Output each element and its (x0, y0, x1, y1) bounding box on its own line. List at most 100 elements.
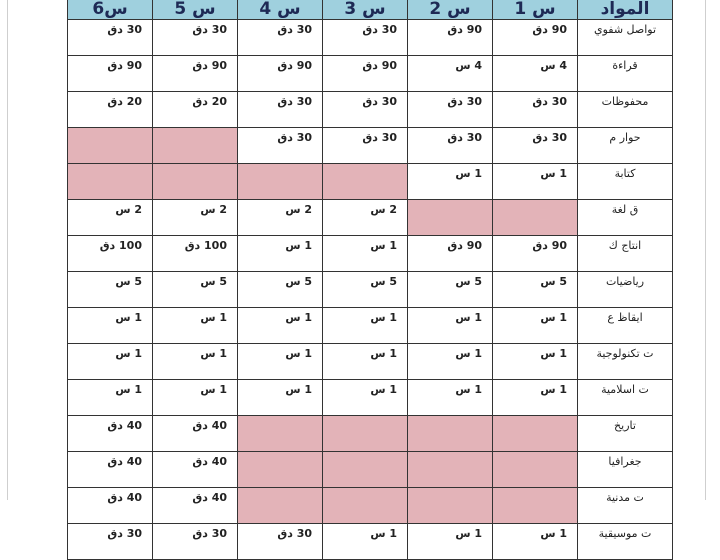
hours-cell: 1 س (67, 379, 153, 416)
table-row: جغرافيا 40 دق 40 دق (67, 451, 673, 488)
page-edge-left (7, 0, 8, 500)
not-applicable-cell (492, 199, 578, 236)
hours-cell: 20 دق (67, 91, 153, 128)
subject-cell: رياضيات (577, 271, 673, 308)
not-applicable-cell (322, 163, 408, 200)
hours-cell: 1 س (152, 343, 238, 380)
hours-cell: 30 دق (152, 19, 238, 56)
subject-cell: ق لغة (577, 199, 673, 236)
hours-cell: 30 دق (322, 19, 408, 56)
not-applicable-cell (322, 451, 408, 488)
hours-cell: 90 دق (492, 19, 578, 56)
header-level-2: س 2 (407, 0, 493, 20)
subject-cell: حوار م (577, 127, 673, 164)
hours-cell: 4 س (492, 55, 578, 92)
hours-cell: 1 س (322, 235, 408, 272)
subject-cell: ت مدنية (577, 487, 673, 524)
hours-cell: 1 س (237, 379, 323, 416)
hours-cell: 1 س (407, 343, 493, 380)
header-level-6: س6 (67, 0, 153, 20)
not-applicable-cell (407, 415, 493, 452)
subject-cell: ت اسلامية (577, 379, 673, 416)
hours-cell: 1 س (152, 307, 238, 344)
hours-cell: 2 س (152, 199, 238, 236)
not-applicable-cell (492, 451, 578, 488)
hours-cell: 1 س (492, 379, 578, 416)
hours-cell: 1 س (322, 379, 408, 416)
page-edge-right (705, 0, 706, 500)
hours-cell: 1 س (237, 343, 323, 380)
not-applicable-cell (237, 163, 323, 200)
hours-cell: 20 دق (152, 91, 238, 128)
not-applicable-cell (67, 163, 153, 200)
hours-cell: 30 دق (407, 127, 493, 164)
header-level-4: س 4 (237, 0, 323, 20)
hours-cell: 5 س (237, 271, 323, 308)
hours-cell: 1 س (237, 307, 323, 344)
hours-cell: 30 دق (67, 523, 153, 560)
subject-cell: تاريخ (577, 415, 673, 452)
not-applicable-cell (237, 451, 323, 488)
hours-cell: 1 س (492, 163, 578, 200)
hours-cell: 30 دق (407, 91, 493, 128)
header-level-5: س 5 (152, 0, 238, 20)
hours-cell: 2 س (67, 199, 153, 236)
hours-cell: 4 س (407, 55, 493, 92)
hours-cell: 30 دق (322, 91, 408, 128)
hours-cell: 2 س (237, 199, 323, 236)
subject-cell: جغرافيا (577, 451, 673, 488)
table-row: حوار م 30 دق 30 دق 30 دق 30 دق (67, 127, 673, 164)
hours-cell: 2 س (322, 199, 408, 236)
hours-cell: 100 دق (67, 235, 153, 272)
not-applicable-cell (152, 163, 238, 200)
subject-cell: انتاج ك (577, 235, 673, 272)
not-applicable-cell (237, 487, 323, 524)
hours-cell: 5 س (67, 271, 153, 308)
not-applicable-cell (237, 415, 323, 452)
hours-cell: 90 دق (152, 55, 238, 92)
hours-cell: 30 دق (237, 523, 323, 560)
subject-cell: ايقاظ ع (577, 307, 673, 344)
hours-cell: 90 دق (322, 55, 408, 92)
hours-cell: 30 دق (492, 127, 578, 164)
hours-cell: 40 دق (67, 415, 153, 452)
not-applicable-cell (492, 487, 578, 524)
hours-cell: 5 س (492, 271, 578, 308)
not-applicable-cell (322, 487, 408, 524)
subject-cell: ت تكنولوجية (577, 343, 673, 380)
hours-cell: 1 س (322, 523, 408, 560)
table-row: تواصل شفوي 90 دق 90 دق 30 دق 30 دق 30 دق 30 دق (67, 19, 673, 56)
subject-cell: ت موسيقية (577, 523, 673, 560)
hours-cell: 40 دق (67, 487, 153, 524)
hours-cell: 1 س (67, 343, 153, 380)
hours-cell: 30 دق (492, 91, 578, 128)
not-applicable-cell (152, 127, 238, 164)
hours-cell: 30 دق (152, 523, 238, 560)
hours-cell: 1 س (152, 379, 238, 416)
subject-cell: قراءة (577, 55, 673, 92)
hours-cell: 40 دق (152, 415, 238, 452)
header-level-3: س 3 (322, 0, 408, 20)
hours-cell: 1 س (407, 523, 493, 560)
not-applicable-cell (407, 199, 493, 236)
hours-cell: 90 دق (237, 55, 323, 92)
hours-cell: 30 دق (67, 19, 153, 56)
header-level-1: س 1 (492, 0, 578, 20)
not-applicable-cell (407, 451, 493, 488)
hours-cell: 1 س (322, 343, 408, 380)
hours-cell: 90 دق (407, 19, 493, 56)
hours-cell: 30 دق (237, 127, 323, 164)
hours-cell: 1 س (67, 307, 153, 344)
hours-cell: 1 س (237, 235, 323, 272)
not-applicable-cell (67, 127, 153, 164)
subject-cell: كتابة (577, 163, 673, 200)
